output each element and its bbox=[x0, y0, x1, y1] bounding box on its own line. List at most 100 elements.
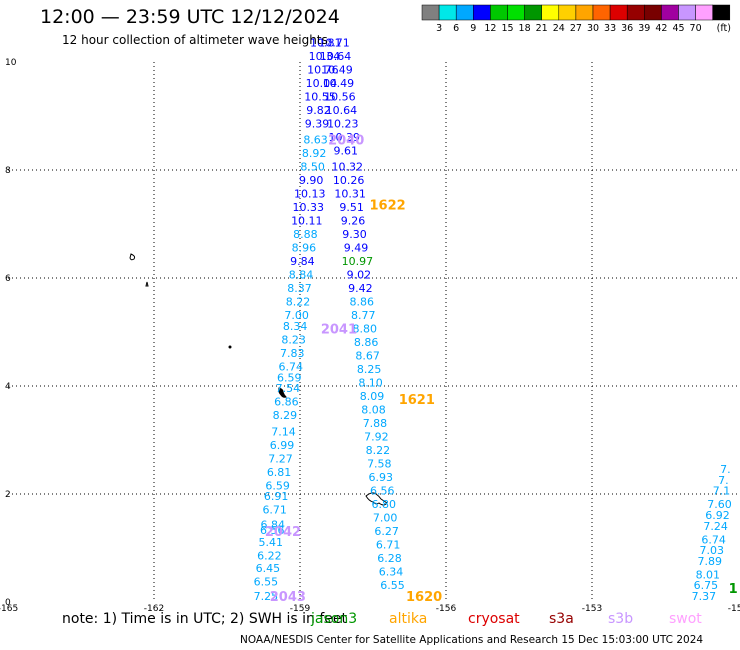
wave-height-label: 6.93 bbox=[369, 471, 394, 484]
colorbar-swatch bbox=[609, 4, 628, 21]
wave-height-label: 8.37 bbox=[287, 282, 312, 295]
wave-height-label: 10.55 bbox=[304, 91, 336, 104]
wave-height-label: 10.04 bbox=[306, 77, 338, 90]
y-tick-label: 2 bbox=[5, 490, 11, 500]
x-tick-label: -159 bbox=[290, 604, 311, 614]
wave-height-label: 8.29 bbox=[273, 409, 298, 422]
wave-height-label: 7.00 bbox=[284, 309, 309, 322]
colorbar-label: 39 bbox=[638, 23, 650, 34]
colorbar-label: 70 bbox=[690, 23, 702, 34]
legend-altika: altika bbox=[389, 611, 428, 627]
wave-height-label: 6.74 bbox=[701, 533, 726, 546]
wave-height-label: 9.39 bbox=[305, 118, 330, 131]
colorbar-swatch bbox=[678, 4, 696, 21]
colorbar-swatch bbox=[558, 4, 577, 21]
colorbar-label: 36 bbox=[621, 23, 633, 34]
colorbar-swatch bbox=[455, 4, 474, 21]
wave-height-label: 8.63 bbox=[303, 134, 328, 147]
colorbar-swatch bbox=[712, 4, 731, 21]
y-tick-label: 8 bbox=[5, 166, 11, 176]
wave-height-label: 7.27 bbox=[268, 452, 293, 465]
colorbar-label: 42 bbox=[655, 23, 667, 34]
colorbar-swatch bbox=[695, 4, 713, 21]
colorbar-swatch bbox=[507, 4, 525, 21]
colorbar-label: 24 bbox=[553, 23, 565, 34]
pass-time-label: 1622 bbox=[370, 199, 406, 214]
wave-height-label: 10.97 bbox=[342, 255, 374, 268]
wave-height-label: 7.37 bbox=[692, 590, 717, 603]
colorbar-swatch bbox=[661, 4, 679, 21]
wave-height-label: 8.84 bbox=[289, 269, 314, 282]
wave-height-label: 8.25 bbox=[357, 363, 382, 376]
wave-height-label: 6.55 bbox=[254, 575, 279, 588]
island-shape bbox=[129, 253, 136, 261]
wave-height-label: 7.54 bbox=[276, 382, 301, 395]
y-tick-label: 6 bbox=[5, 274, 11, 284]
colorbar-swatch bbox=[575, 4, 594, 21]
wave-height-label: 8.50 bbox=[300, 161, 325, 174]
wave-height-label: 5.41 bbox=[259, 536, 284, 549]
legend-s3b: s3b bbox=[608, 611, 634, 627]
x-tick-label: -156 bbox=[436, 604, 457, 614]
wave-height-label: 6.71 bbox=[262, 504, 287, 517]
wave-height-label: 8.67 bbox=[355, 350, 380, 363]
pass-time-label: 1620 bbox=[406, 590, 442, 605]
wave-height-label: 10.33 bbox=[293, 201, 325, 214]
track-values: 7.256.556.456.225.416.566.846.716.916.59… bbox=[254, 37, 738, 606]
wave-height-label: 7.00 bbox=[373, 512, 398, 525]
wave-height-label: 9.51 bbox=[339, 201, 364, 214]
y-tick-label: 4 bbox=[5, 382, 11, 392]
colorbar-label: 12 bbox=[484, 23, 496, 34]
wave-height-label: 7.60 bbox=[707, 498, 732, 511]
wave-height-label: 8.92 bbox=[302, 147, 327, 160]
wave-height-label: 6.59 bbox=[265, 479, 290, 492]
legend-s3a: s3a bbox=[549, 611, 574, 627]
colorbar-label: 6 bbox=[453, 23, 459, 34]
colorbar-label: 18 bbox=[519, 23, 531, 34]
wave-height-label: 6.91 bbox=[264, 490, 289, 503]
colorbar-label: 9 bbox=[470, 23, 476, 34]
wave-height-label: 9.42 bbox=[348, 282, 373, 295]
wave-height-label: 6.22 bbox=[257, 550, 282, 563]
colorbar-swatch bbox=[490, 4, 508, 21]
wave-height-label: 7. bbox=[720, 463, 731, 476]
wave-height-label: 10.32 bbox=[331, 161, 363, 174]
wave-height-label: 6.80 bbox=[371, 498, 396, 511]
wave-height-label: 7.92 bbox=[364, 431, 389, 444]
wave-height-label: 7.1 bbox=[713, 485, 731, 498]
colorbar-unit: (ft) bbox=[717, 23, 731, 34]
wave-height-label: 8.96 bbox=[292, 242, 317, 255]
wave-height-label: 10.64 bbox=[320, 50, 352, 63]
pass-time-label: 1621 bbox=[399, 393, 435, 408]
colorbar-swatch bbox=[473, 4, 491, 21]
wave-height-label: 8.88 bbox=[293, 228, 318, 241]
colorbar-label: 15 bbox=[501, 23, 513, 34]
wave-height-label: 10.31 bbox=[334, 188, 366, 201]
x-tick-label: -165 bbox=[0, 604, 18, 614]
island-shape bbox=[145, 281, 149, 287]
wave-height-label: 6.56 bbox=[260, 524, 285, 537]
wave-height-label: 9.61 bbox=[333, 145, 358, 158]
page-subtitle: 12 hour collection of altimeter wave hei… bbox=[62, 33, 328, 47]
wave-height-label: 10.49 bbox=[321, 64, 353, 77]
wave-height-label: 6.99 bbox=[270, 439, 295, 452]
wave-height-label: 10.34 bbox=[309, 50, 341, 63]
wave-height-label: 7. bbox=[718, 474, 729, 487]
legend-swot: swot bbox=[669, 611, 702, 627]
wave-height-label: 8.86 bbox=[350, 296, 375, 309]
wave-height-label: 10.11 bbox=[291, 215, 323, 228]
wave-height-label: 8.23 bbox=[281, 334, 306, 347]
wave-height-label: 10.23 bbox=[327, 118, 359, 131]
wave-height-label: 8.22 bbox=[366, 444, 391, 457]
island-shape bbox=[365, 492, 388, 506]
wave-height-label: 8.09 bbox=[360, 390, 385, 403]
wave-height-label: 7.88 bbox=[363, 417, 388, 430]
colorbar-legend: 3 6 9 12 15 18 21 24 27 30 33 36 39 42 45 70 (ft) bbox=[421, 4, 731, 34]
wave-height-label: 9.26 bbox=[341, 215, 366, 228]
island-shape bbox=[278, 387, 287, 398]
wave-height-label: 6.55 bbox=[380, 579, 405, 592]
wave-height-label: 6.86 bbox=[274, 396, 299, 409]
wave-height-label: 6.81 bbox=[267, 466, 292, 479]
wave-height-label: 7.89 bbox=[698, 555, 723, 568]
